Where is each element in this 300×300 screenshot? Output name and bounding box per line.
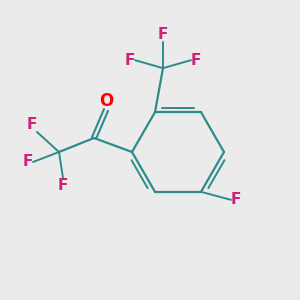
Text: F: F: [22, 154, 33, 169]
Text: O: O: [99, 92, 113, 110]
Text: F: F: [191, 53, 201, 68]
Text: F: F: [158, 27, 168, 42]
Text: F: F: [124, 53, 135, 68]
Text: F: F: [58, 178, 68, 193]
Text: F: F: [231, 192, 242, 207]
Text: F: F: [27, 117, 37, 132]
